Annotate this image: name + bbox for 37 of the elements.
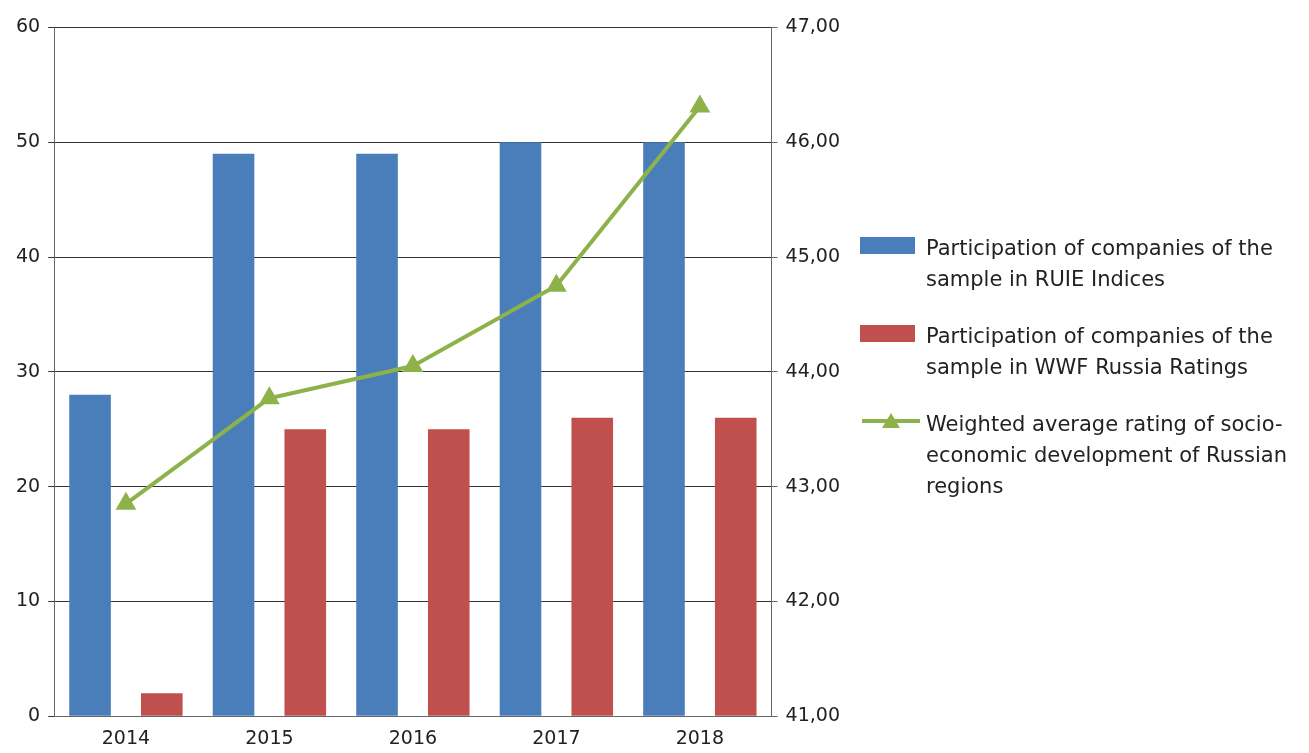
bar xyxy=(212,153,255,716)
bar xyxy=(427,429,470,716)
legend-label: Participation of companies of the sample in WWF Russia Ratings xyxy=(926,323,1274,381)
legend-label: Participation of companies of the sample in RUIE Indices xyxy=(926,235,1274,293)
point xyxy=(403,356,422,373)
bar xyxy=(643,142,685,716)
y-tick-label: 10 xyxy=(15,588,41,611)
bar xyxy=(499,142,542,716)
point xyxy=(547,273,567,292)
bar xyxy=(714,417,757,716)
bar xyxy=(140,693,183,716)
legend-label: Weighted average rating of socio-economic development of Russian regions xyxy=(926,411,1288,500)
y-tick-label: 30 xyxy=(15,358,41,381)
x-tick-label: 2015 xyxy=(245,725,294,748)
point xyxy=(689,94,711,113)
x-tick-label: 2017 xyxy=(532,725,581,748)
y2-tick-label: 46,00 xyxy=(785,129,841,152)
bar xyxy=(356,153,398,716)
y2-tick-label: 42,00 xyxy=(785,588,841,611)
y-tick-label: 20 xyxy=(15,473,41,496)
y-tick-label: 50 xyxy=(15,129,41,152)
bar xyxy=(69,394,111,716)
point xyxy=(115,491,137,510)
y2-tick-label: 47,00 xyxy=(785,14,841,37)
point xyxy=(260,388,279,405)
y-tick-label: 40 xyxy=(15,243,41,266)
x-tick-label: 2016 xyxy=(388,725,438,748)
y2-tick-label: 43,00 xyxy=(785,473,841,496)
y2-tick-label: 41,00 xyxy=(785,703,841,726)
y-tick-label: 60 xyxy=(15,14,41,37)
x-tick-label: 2018 xyxy=(675,725,725,748)
y2-tick-label: 44,00 xyxy=(785,358,841,381)
x-tick-label: 2014 xyxy=(101,725,151,748)
bar xyxy=(571,417,614,716)
y2-tick-label: 45,00 xyxy=(785,243,841,266)
bar xyxy=(284,429,327,716)
y-tick-label: 0 xyxy=(28,703,41,726)
